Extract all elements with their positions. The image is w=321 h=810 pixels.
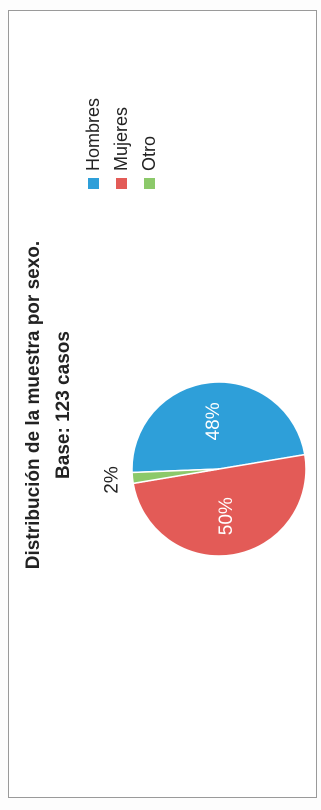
legend-swatch-hombres [87, 178, 99, 189]
pie-slice-otro [131, 468, 220, 485]
legend-label-hombres: Hombres [82, 97, 103, 171]
legend-item-mujeres: Mujeres [107, 98, 135, 189]
legend-label-mujeres: Mujeres [110, 106, 131, 171]
pie-label-otro: 2% [102, 466, 123, 494]
pie-label-hombres: 48% [203, 402, 224, 440]
legend-swatch-mujeres [115, 178, 127, 189]
legend-item-hombres: Hombres [79, 98, 107, 189]
pie-slice-hombres [131, 381, 306, 474]
legend-item-otro: Otro [135, 98, 163, 189]
legend-swatch-otro [143, 178, 155, 189]
chart-area: Distribución de la muestra por sexo. Bas… [9, 11, 318, 799]
chart-frame: Distribución de la muestra por sexo. Bas… [8, 10, 317, 798]
pie-chart: 48% 50% 2% [102, 381, 307, 557]
pie-slice-mujeres [132, 453, 307, 557]
pie-label-mujeres: 50% [216, 497, 237, 535]
chart-legend: Hombres Mujeres Otro [79, 98, 163, 189]
legend-label-otro: Otro [138, 135, 159, 171]
